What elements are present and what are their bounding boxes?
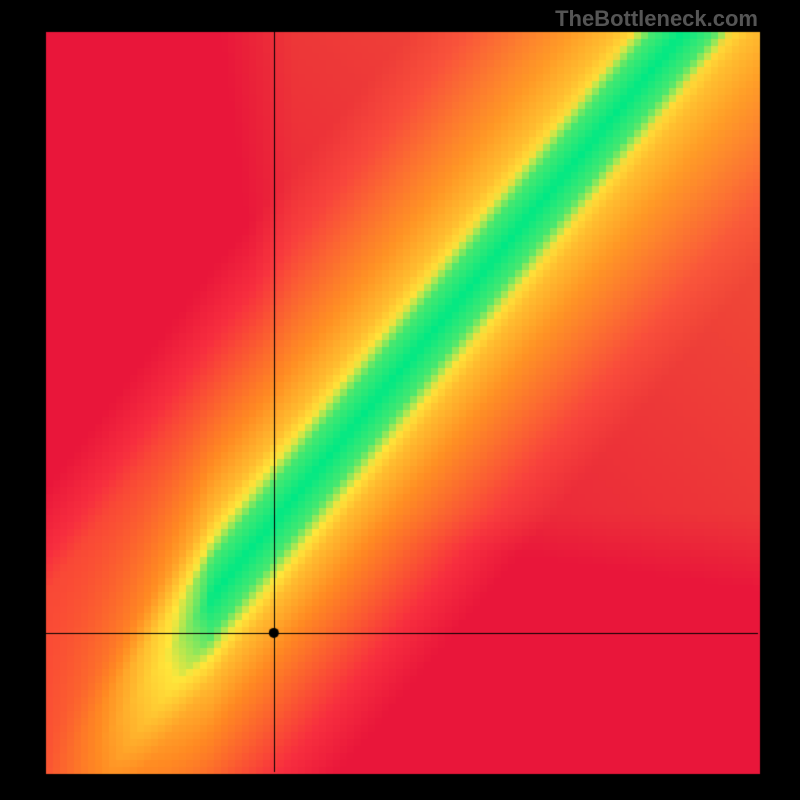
bottleneck-heatmap bbox=[0, 0, 800, 800]
chart-container: TheBottleneck.com bbox=[0, 0, 800, 800]
watermark-text: TheBottleneck.com bbox=[555, 6, 758, 32]
